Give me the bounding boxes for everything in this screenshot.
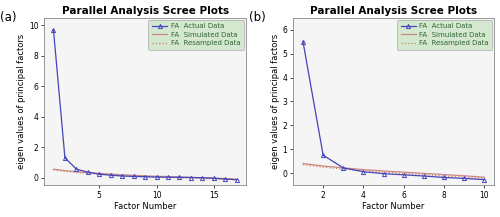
X-axis label: Factor Number: Factor Number <box>114 202 176 211</box>
Legend: FA  Actual Data, FA  Simulated Data, FA  Resampled Data: FA Actual Data, FA Simulated Data, FA Re… <box>397 20 492 50</box>
Text: (a): (a) <box>0 11 16 24</box>
Text: (b): (b) <box>248 11 266 24</box>
X-axis label: Factor Number: Factor Number <box>362 202 425 211</box>
Legend: FA  Actual Data, FA  Simulated Data, FA  Resampled Data: FA Actual Data, FA Simulated Data, FA Re… <box>148 20 244 50</box>
Title: Parallel Analysis Scree Plots: Parallel Analysis Scree Plots <box>310 6 477 16</box>
Y-axis label: eigen values of principal factors: eigen values of principal factors <box>270 34 280 169</box>
Y-axis label: eigen values of principal factors: eigen values of principal factors <box>18 34 26 169</box>
Title: Parallel Analysis Scree Plots: Parallel Analysis Scree Plots <box>62 6 228 16</box>
